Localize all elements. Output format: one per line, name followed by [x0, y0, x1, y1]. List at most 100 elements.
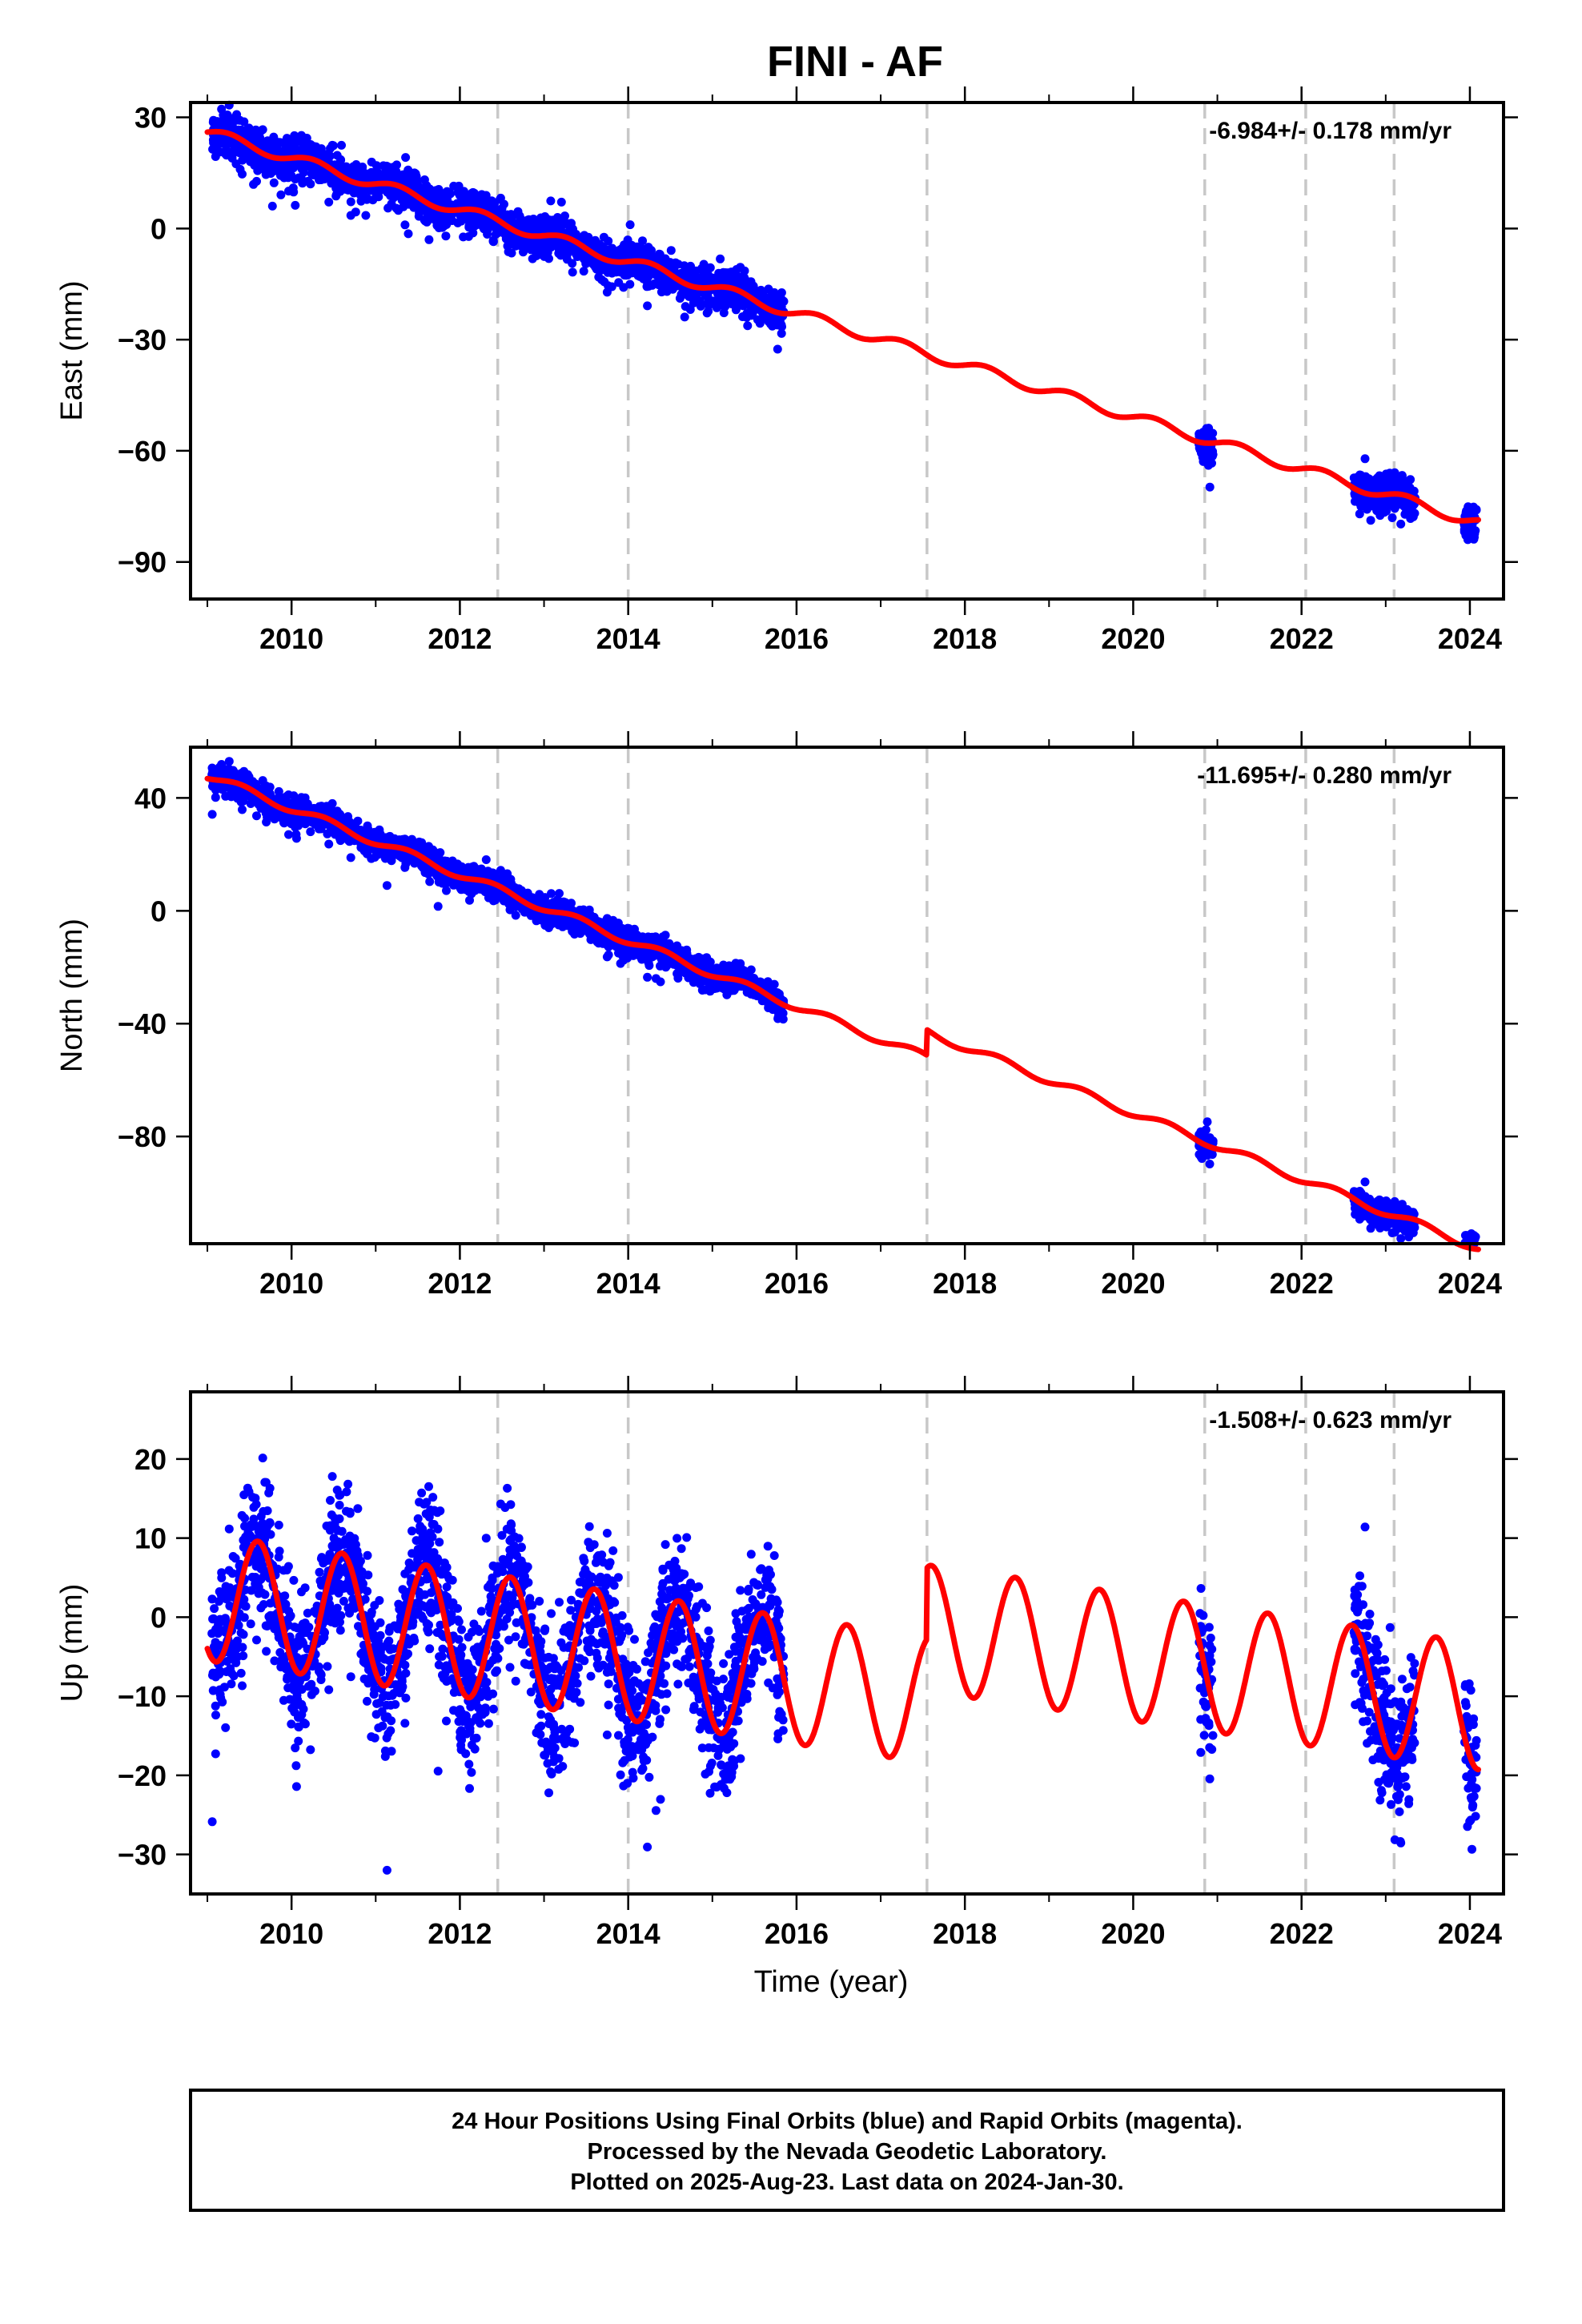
- observation-point: [748, 304, 757, 314]
- observation-point: [506, 210, 516, 219]
- observation-point: [524, 224, 534, 233]
- observation-point: [315, 175, 323, 185]
- observation-point: [346, 853, 355, 862]
- observation-point: [1385, 476, 1395, 485]
- observation-point: [332, 151, 342, 160]
- observation-point: [579, 267, 588, 276]
- observation-point: [420, 868, 430, 878]
- observation-point: [743, 321, 753, 331]
- observation-point: [506, 879, 516, 888]
- observation-point: [470, 882, 479, 891]
- observation-point: [1403, 484, 1413, 493]
- observation-point: [275, 171, 285, 180]
- observation-point: [362, 172, 371, 182]
- observation-point: [324, 197, 334, 207]
- observation-point: [544, 923, 553, 932]
- observation-point: [346, 197, 355, 207]
- observation-point: [1203, 1117, 1212, 1127]
- observation-point: [774, 298, 784, 308]
- observation-point: [548, 915, 558, 924]
- x-tick-label: 2010: [259, 622, 323, 655]
- observation-point: [404, 229, 413, 239]
- observation-point: [401, 153, 411, 163]
- observation-point: [1385, 468, 1395, 478]
- observation-point: [481, 855, 491, 864]
- observation-point: [719, 267, 728, 277]
- observation-point: [284, 187, 293, 196]
- observation-point: [642, 282, 652, 292]
- observation-point: [228, 114, 238, 123]
- observation-point: [259, 161, 269, 171]
- observation-point: [332, 806, 342, 816]
- observation-point: [777, 328, 786, 338]
- observation-point: [740, 273, 749, 283]
- observation-point: [742, 312, 752, 322]
- x-tick-label: 2012: [428, 622, 492, 655]
- observation-point: [635, 951, 644, 961]
- observation-point: [635, 263, 644, 272]
- observation-point: [651, 974, 661, 983]
- observation-point: [602, 952, 612, 962]
- observation-point: [440, 856, 449, 866]
- observation-points: [208, 100, 1481, 545]
- observation-point: [546, 196, 556, 206]
- observation-points: [207, 757, 1480, 1248]
- observation-point: [331, 830, 341, 838]
- observation-point: [456, 211, 465, 221]
- observation-point: [572, 252, 582, 261]
- observation-point: [726, 269, 736, 279]
- observation-point: [306, 179, 315, 189]
- observation-point: [1396, 1234, 1406, 1244]
- observation-point: [588, 239, 597, 249]
- observation-point: [1360, 454, 1370, 464]
- observation-point: [382, 881, 391, 891]
- observation-point: [327, 140, 337, 150]
- observation-point: [390, 850, 400, 859]
- observation-point: [666, 246, 676, 255]
- observation-point: [1379, 508, 1389, 517]
- observation-point: [433, 902, 443, 911]
- observation-point: [1365, 497, 1374, 507]
- observation-point: [507, 248, 516, 258]
- observation-point: [1203, 460, 1213, 470]
- observation-point: [1387, 513, 1397, 522]
- observation-point: [243, 129, 252, 139]
- rate-label: -6.984+/- 0.178 mm/yr: [1209, 118, 1452, 144]
- observation-point: [412, 174, 421, 183]
- observation-point: [716, 254, 725, 263]
- x-tick-label: 2014: [596, 622, 661, 655]
- observation-point: [258, 125, 267, 135]
- observation-point: [266, 808, 275, 818]
- observation-point: [635, 271, 644, 281]
- observation-point: [381, 833, 391, 842]
- observation-point: [217, 760, 227, 769]
- observation-point: [565, 223, 575, 232]
- observation-point: [532, 249, 541, 259]
- observation-point: [599, 243, 608, 252]
- observation-point: [296, 161, 306, 171]
- observation-point: [552, 213, 562, 222]
- observation-point: [1366, 516, 1375, 525]
- observation-point: [1372, 506, 1382, 516]
- observation-point: [228, 766, 238, 775]
- observation-point: [368, 195, 378, 205]
- observation-point: [315, 824, 323, 834]
- observation-point: [255, 134, 264, 143]
- observation-point: [524, 240, 534, 249]
- observation-point: [217, 117, 226, 127]
- observation-point: [287, 171, 295, 180]
- observation-point: [625, 220, 635, 230]
- observation-point: [220, 149, 230, 159]
- y-tick-label: 0: [151, 212, 167, 245]
- x-tick-label: 2018: [933, 622, 997, 655]
- x-tick-label: 2020: [1101, 622, 1165, 655]
- observation-point: [481, 191, 491, 200]
- observation-point: [740, 966, 749, 975]
- observation-point: [454, 181, 464, 191]
- panel-north: 2010 2012 2014 2016 2018 2020 2022 2024400−40−8…: [55, 731, 1518, 1300]
- observation-point: [695, 297, 705, 306]
- observation-point: [434, 185, 444, 194]
- observation-point: [331, 190, 341, 199]
- observation-point: [294, 173, 303, 183]
- observation-point: [1366, 1224, 1375, 1233]
